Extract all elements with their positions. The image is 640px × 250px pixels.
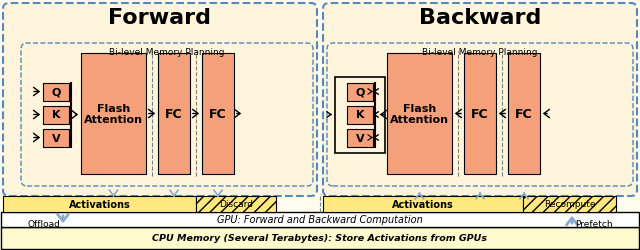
Bar	[1, 212, 639, 227]
Text: FC: FC	[515, 108, 533, 120]
Text: FC: FC	[209, 108, 227, 120]
Bar	[196, 196, 276, 212]
Text: V: V	[356, 133, 364, 143]
Bar	[523, 196, 616, 212]
Text: Flash
Attention: Flash Attention	[84, 103, 143, 125]
Bar	[158, 54, 190, 174]
Bar	[43, 129, 69, 147]
Text: Bi-level Memory Planning: Bi-level Memory Planning	[109, 48, 225, 57]
Bar	[347, 83, 373, 101]
Bar	[464, 54, 496, 174]
Bar	[335, 77, 385, 153]
Bar	[43, 83, 69, 101]
Text: Prefetch: Prefetch	[575, 219, 612, 228]
Text: Q: Q	[355, 87, 365, 97]
Text: Bi-level Memory Planning: Bi-level Memory Planning	[422, 48, 538, 57]
FancyBboxPatch shape	[3, 4, 317, 196]
Bar	[347, 129, 373, 147]
Text: K: K	[52, 110, 60, 120]
Text: FC: FC	[471, 108, 489, 120]
Text: Recompute: Recompute	[544, 200, 595, 209]
Text: Discard: Discard	[219, 200, 253, 209]
Text: Activations: Activations	[68, 199, 131, 209]
Bar	[323, 196, 523, 212]
Bar	[508, 54, 540, 174]
Text: K: K	[356, 110, 364, 120]
Bar	[1, 227, 639, 249]
Text: Q: Q	[51, 87, 61, 97]
Bar	[347, 106, 373, 124]
Bar	[387, 54, 452, 174]
Text: CPU Memory (Several Terabytes): Store Activations from GPUs: CPU Memory (Several Terabytes): Store Ac…	[152, 234, 488, 242]
Text: Forward: Forward	[109, 8, 211, 28]
Text: Activations: Activations	[392, 199, 454, 209]
Bar	[3, 196, 196, 212]
Bar	[43, 106, 69, 124]
Bar	[81, 54, 146, 174]
Text: Flash
Attention: Flash Attention	[390, 103, 449, 125]
Text: Backward: Backward	[419, 8, 541, 28]
Text: FC: FC	[165, 108, 183, 120]
Text: Offload: Offload	[27, 219, 60, 228]
Bar	[202, 54, 234, 174]
Text: GPU: Forward and Backward Computation: GPU: Forward and Backward Computation	[217, 215, 423, 224]
FancyBboxPatch shape	[323, 4, 637, 196]
Text: V: V	[52, 133, 60, 143]
